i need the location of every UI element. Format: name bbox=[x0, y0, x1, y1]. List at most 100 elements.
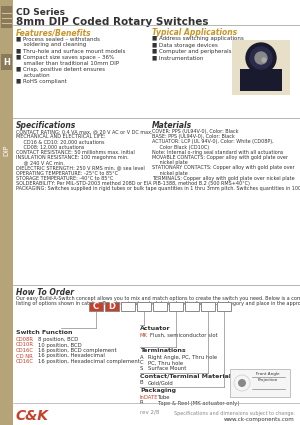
Text: Projection: Projection bbox=[258, 378, 278, 382]
Text: C&K: C&K bbox=[16, 409, 49, 423]
Text: CONTACT RESISTANCE: 50 milliohms max. initial: CONTACT RESISTANCE: 50 milliohms max. in… bbox=[16, 150, 135, 155]
Text: TERMINALS: Copper alloy with gold plate over nickel plate: TERMINALS: Copper alloy with gold plate … bbox=[152, 176, 295, 181]
Text: C: C bbox=[140, 360, 144, 366]
Text: Note: Internal o-ring seal standard with all actuations: Note: Internal o-ring seal standard with… bbox=[152, 150, 284, 155]
Bar bbox=[105, 302, 119, 311]
Bar bbox=[153, 302, 167, 311]
Text: Tape & Reel (MK actuator only): Tape & Reel (MK actuator only) bbox=[158, 400, 239, 405]
Bar bbox=[169, 302, 183, 311]
Text: H: H bbox=[3, 57, 10, 66]
Text: ■ Process sealed – withstands: ■ Process sealed – withstands bbox=[16, 36, 100, 41]
Circle shape bbox=[250, 47, 272, 69]
Text: PACKAGING: Switches supplied in rigid tubes or bulk tape quantities in 1 thru 3m: PACKAGING: Switches supplied in rigid tu… bbox=[16, 186, 300, 191]
Text: CD16C: CD16C bbox=[16, 359, 34, 364]
Bar bbox=[232, 40, 290, 95]
Text: MK: MK bbox=[140, 333, 148, 338]
Text: INSULATION RESISTANCE: 100 megohms min.: INSULATION RESISTANCE: 100 megohms min. bbox=[16, 155, 129, 160]
Text: OPERATING TEMPERATURE: -25°C to 85°C: OPERATING TEMPERATURE: -25°C to 85°C bbox=[16, 170, 118, 176]
Text: Tube: Tube bbox=[158, 395, 170, 400]
Text: Terminations: Terminations bbox=[140, 348, 186, 353]
Bar bbox=[121, 302, 135, 311]
Bar bbox=[230, 369, 290, 397]
Bar bbox=[1, 54, 12, 70]
Text: Our easy Build-A-Switch concept allows you to mix and match options to create th: Our easy Build-A-Switch concept allows y… bbox=[16, 296, 300, 301]
Circle shape bbox=[246, 43, 276, 73]
Text: CONTACT RATING: 0.4 VA max, @ 20 V AC or V DC max.: CONTACT RATING: 0.4 VA max, @ 20 V AC or… bbox=[16, 129, 152, 134]
Text: C: C bbox=[93, 302, 99, 311]
Text: Front Angle: Front Angle bbox=[256, 372, 280, 376]
Bar bbox=[240, 69, 282, 91]
Text: A: A bbox=[140, 355, 144, 360]
Bar bbox=[89, 302, 103, 311]
Text: 16 position, Hexadecimal complement: 16 position, Hexadecimal complement bbox=[38, 359, 140, 364]
Text: 16 position, BCD complement: 16 position, BCD complement bbox=[38, 348, 117, 353]
Text: CD08: 12,000 actuations: CD08: 12,000 actuations bbox=[16, 144, 84, 150]
Text: ■ RoHS compliant: ■ RoHS compliant bbox=[16, 79, 67, 85]
Text: DIP: DIP bbox=[4, 144, 10, 156]
Text: actuation: actuation bbox=[20, 73, 50, 78]
Text: @ 240 V AC min.: @ 240 V AC min. bbox=[16, 160, 65, 165]
Text: InDATE: InDATE bbox=[140, 395, 158, 400]
Text: Features/Benefits: Features/Benefits bbox=[16, 28, 92, 37]
Bar bbox=[201, 302, 215, 311]
Text: ■ Compact size saves space – 36%: ■ Compact size saves space – 36% bbox=[16, 54, 114, 60]
Text: CD Series: CD Series bbox=[16, 8, 65, 17]
Text: Gold/Gold: Gold/Gold bbox=[148, 380, 174, 385]
Text: ACTUATOR: LCP (UL 94V-0), Color: White (CD08P),: ACTUATOR: LCP (UL 94V-0), Color: White (… bbox=[152, 139, 274, 144]
Text: nickel plate: nickel plate bbox=[152, 170, 188, 176]
Text: Specifications: Specifications bbox=[16, 121, 76, 130]
Circle shape bbox=[238, 379, 246, 387]
Text: nickel plate: nickel plate bbox=[152, 160, 188, 165]
Text: CD NR: CD NR bbox=[16, 354, 33, 359]
Text: soldering and cleaning: soldering and cleaning bbox=[20, 42, 86, 47]
Text: Specifications and dimensions subject to change.: Specifications and dimensions subject to… bbox=[174, 411, 295, 416]
Text: R: R bbox=[140, 400, 144, 405]
Circle shape bbox=[255, 52, 267, 64]
Text: Surface Mount: Surface Mount bbox=[148, 366, 186, 371]
Text: PC, Thru hole: PC, Thru hole bbox=[148, 360, 183, 366]
Text: Actuator: Actuator bbox=[140, 326, 171, 331]
Text: ■ Crisp, positive detent ensures: ■ Crisp, positive detent ensures bbox=[16, 67, 105, 72]
Bar bbox=[137, 302, 151, 311]
Text: How To Order: How To Order bbox=[16, 288, 74, 297]
Text: SOLDERABILITY: Per MIL-STD-2003 method 208D or EIA PIB-1388, method B.2 (500 RMS: SOLDERABILITY: Per MIL-STD-2003 method 2… bbox=[16, 181, 250, 186]
Text: S: S bbox=[140, 366, 143, 371]
Text: CD08R: CD08R bbox=[16, 337, 34, 342]
Bar bbox=[0, 0, 13, 425]
Bar bbox=[185, 302, 199, 311]
Text: COVER: PPS (UL94V-0), Color: Black: COVER: PPS (UL94V-0), Color: Black bbox=[152, 129, 238, 134]
Text: CD16C: CD16C bbox=[16, 348, 34, 353]
Circle shape bbox=[262, 58, 266, 62]
Bar bbox=[1, 6, 12, 28]
Text: 8 position, BCD: 8 position, BCD bbox=[38, 337, 78, 342]
Text: MOVABLE CONTACTS: Copper alloy with gold plate over: MOVABLE CONTACTS: Copper alloy with gold… bbox=[152, 155, 288, 160]
Text: rev 2/8: rev 2/8 bbox=[140, 409, 160, 414]
Bar bbox=[217, 302, 231, 311]
Text: www.ck-components.com: www.ck-components.com bbox=[224, 417, 295, 422]
Text: smaller than traditional 10mm DIP: smaller than traditional 10mm DIP bbox=[20, 61, 119, 66]
Text: Color Black (CD10C): Color Black (CD10C) bbox=[152, 144, 209, 150]
Text: 8mm DIP Coded Rotary Switches: 8mm DIP Coded Rotary Switches bbox=[16, 17, 208, 27]
Text: Flush, semiconductor slot: Flush, semiconductor slot bbox=[150, 333, 218, 338]
Text: listing of options shown in catalog. To order, simply select desired option from: listing of options shown in catalog. To … bbox=[16, 301, 300, 306]
Text: Packaging: Packaging bbox=[140, 388, 176, 393]
Text: DIELECTRIC STRENGTH: 250 V RMS min. @ sea level: DIELECTRIC STRENGTH: 250 V RMS min. @ se… bbox=[16, 165, 145, 170]
Text: STORAGE TEMPERATURE: -40°C to 85°C: STORAGE TEMPERATURE: -40°C to 85°C bbox=[16, 176, 113, 181]
Text: ■ Computer and peripherals: ■ Computer and peripherals bbox=[152, 49, 232, 54]
Text: ■ Address switching applications: ■ Address switching applications bbox=[152, 36, 244, 41]
Text: BASE: PPS (UL94V-0), Color: Black: BASE: PPS (UL94V-0), Color: Black bbox=[152, 134, 235, 139]
Text: 16 position, Hexadecimal: 16 position, Hexadecimal bbox=[38, 354, 105, 359]
Text: 10 position, BCD: 10 position, BCD bbox=[38, 343, 82, 348]
Text: ■ Instrumentation: ■ Instrumentation bbox=[152, 56, 203, 60]
Text: Typical Applications: Typical Applications bbox=[152, 28, 237, 37]
Text: ■ Thru-hole and surface mount models: ■ Thru-hole and surface mount models bbox=[16, 48, 125, 54]
Text: STATIONARY CONTACTS: Copper alloy with gold plate over: STATIONARY CONTACTS: Copper alloy with g… bbox=[152, 165, 295, 170]
Text: Materials: Materials bbox=[152, 121, 192, 130]
Text: CD16 & CD10: 20,000 actuations: CD16 & CD10: 20,000 actuations bbox=[16, 139, 104, 144]
Text: ■ Data storage devices: ■ Data storage devices bbox=[152, 42, 218, 48]
Text: CD10R: CD10R bbox=[16, 343, 34, 348]
Text: D: D bbox=[109, 302, 116, 311]
Text: Switch Function: Switch Function bbox=[16, 330, 73, 335]
Text: Right Angle, PC, Thru hole: Right Angle, PC, Thru hole bbox=[148, 355, 217, 360]
Text: MECHANICAL AND ELECTRICAL LIFE:: MECHANICAL AND ELECTRICAL LIFE: bbox=[16, 134, 106, 139]
